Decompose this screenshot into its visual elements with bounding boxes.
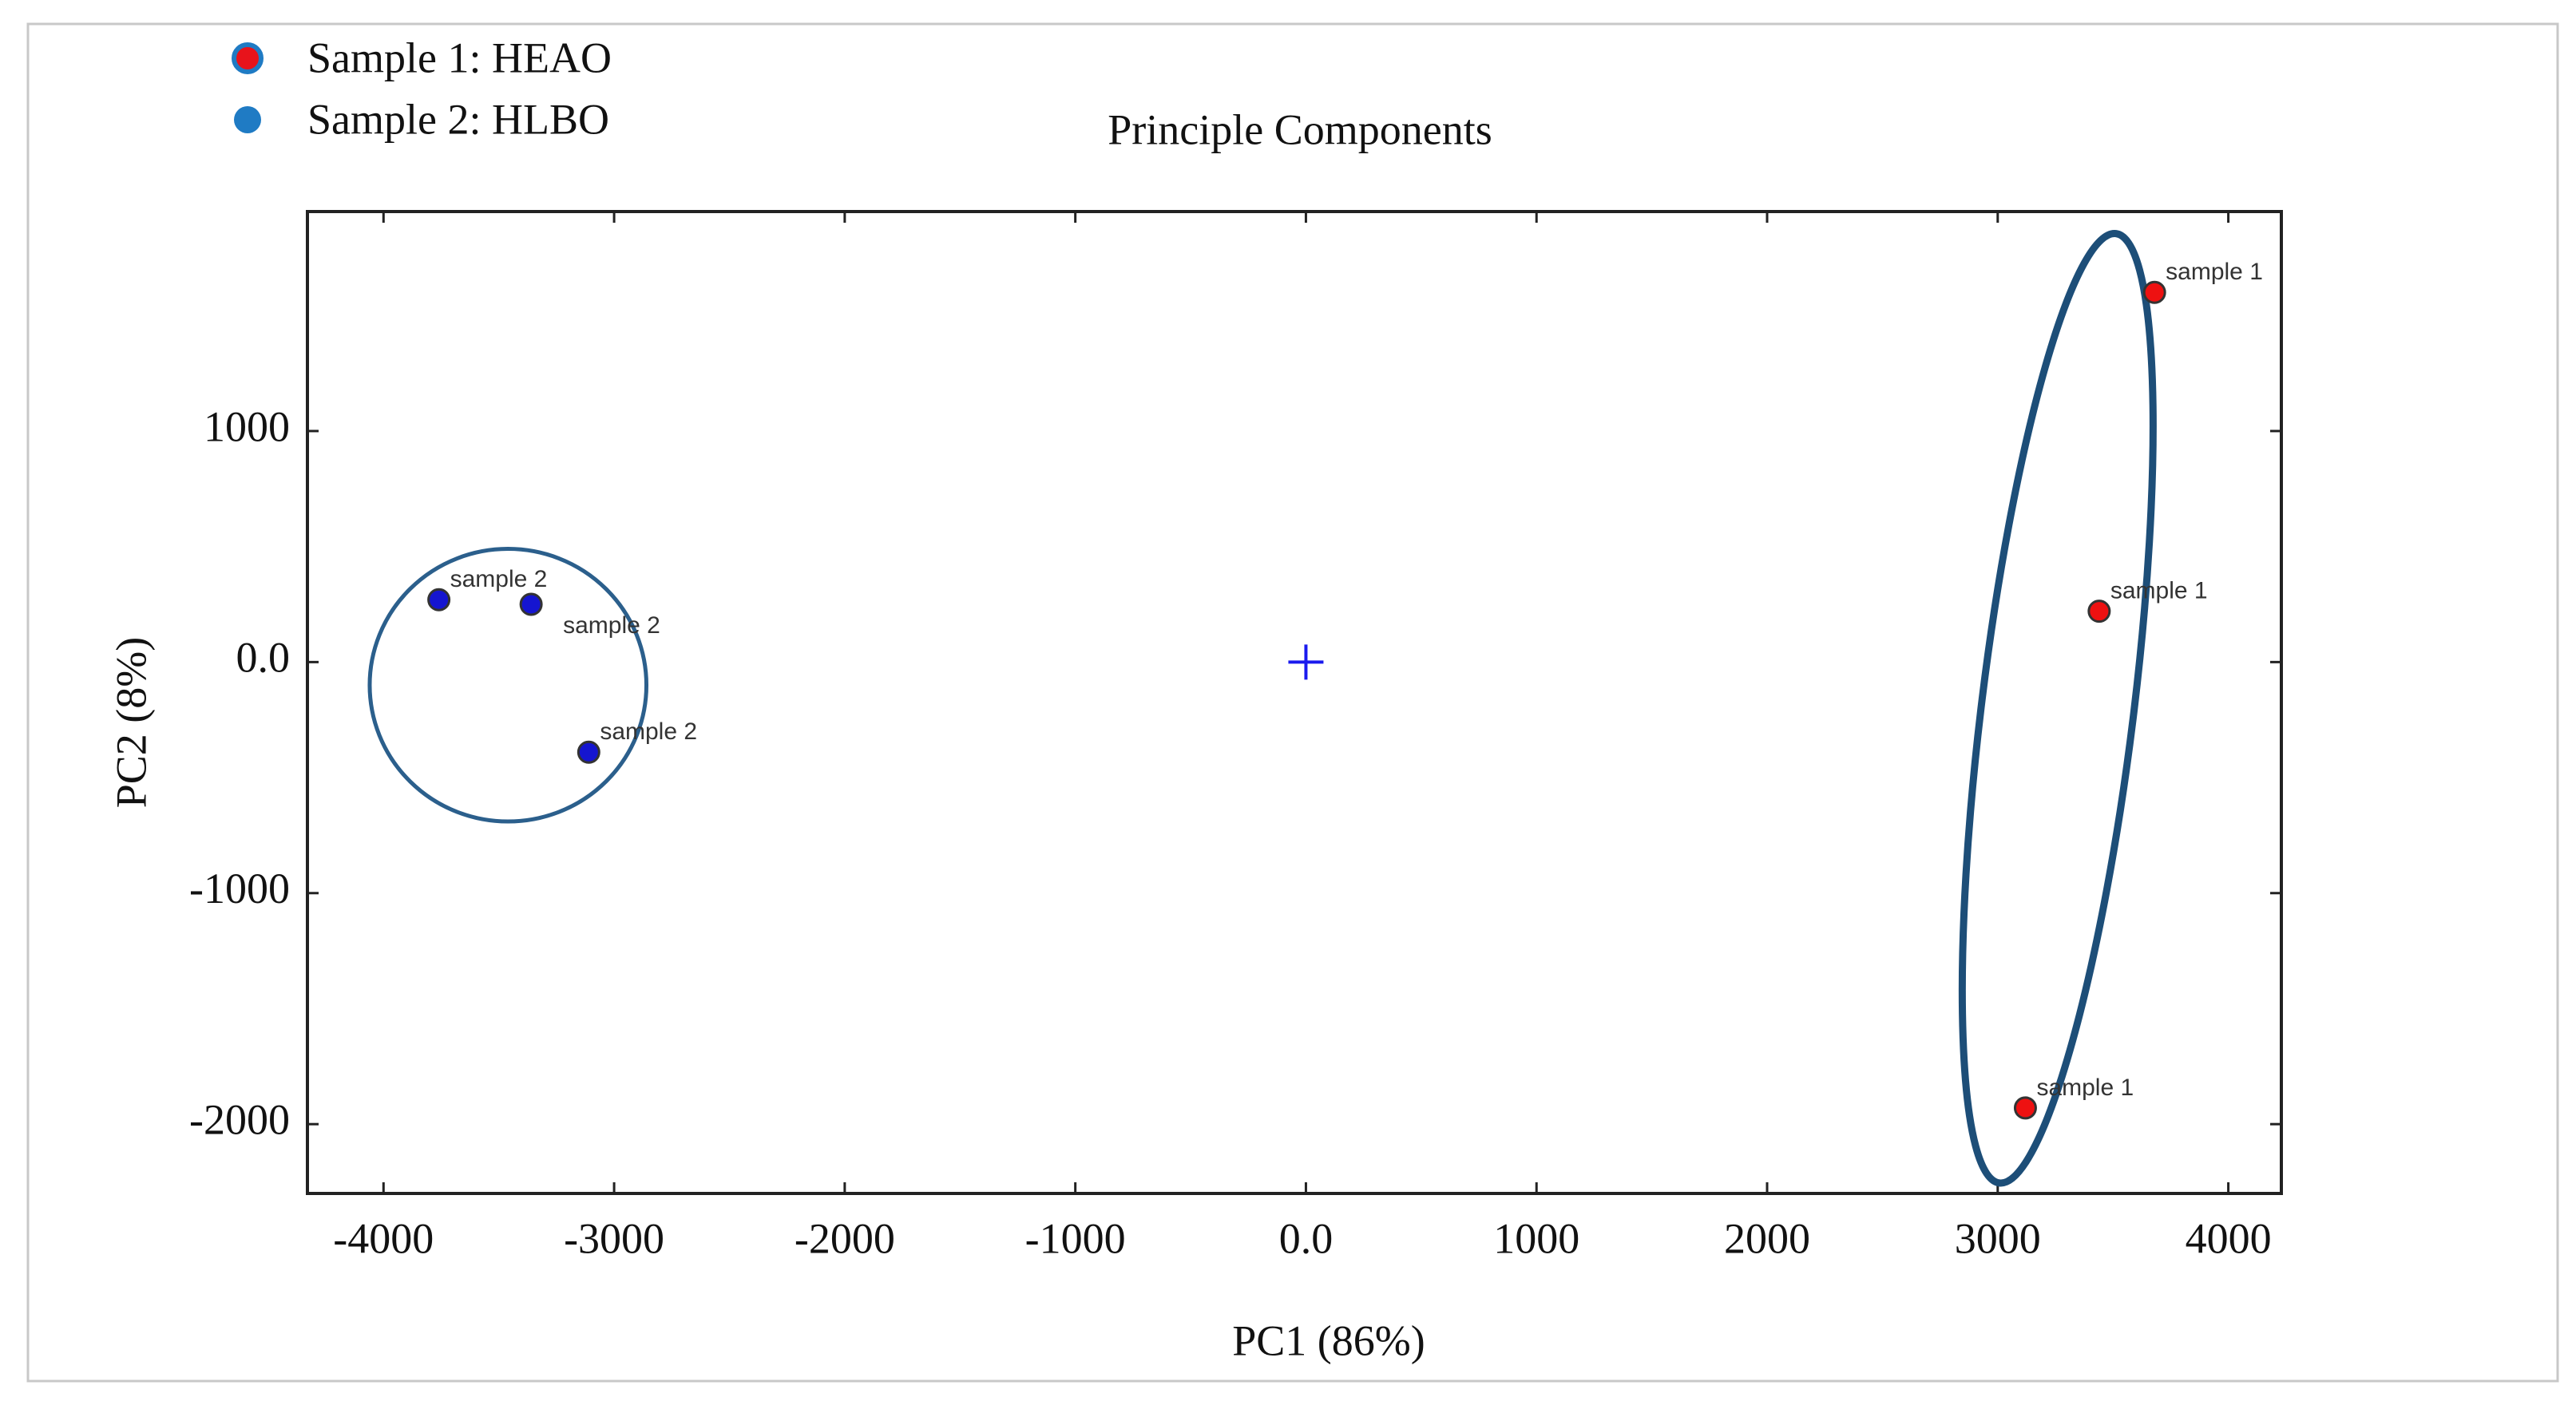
ellipse-series-1 [1958,230,2157,1187]
x-axis-label: PC1 (86%) [1232,1316,1425,1364]
x-tick-label: -3000 [564,1214,664,1262]
x-tick-label: 4000 [2186,1214,2272,1262]
y-axis-ticks: 1000 0.0 -1000 -2000 [189,402,2281,1144]
x-tick-label: 0.0 [1279,1214,1334,1262]
x-tick-label: 1000 [1493,1214,1579,1262]
data-point-series-2 [427,588,451,611]
data-point-label: sample 1 [2166,259,2263,285]
data-point-label: sample 2 [600,718,697,745]
confidence-ellipses [367,230,2157,1187]
data-point-label: sample 2 [563,612,660,639]
center-plus-marker [1288,644,1324,680]
x-axis-ticks: -4000 -3000 -2000 -1000 0.0 1000 2000 3000 4000 [333,212,2272,1262]
ellipse-series-2 [367,547,649,824]
data-point-series-1 [2013,1096,2037,1120]
y-tick-label: -2000 [189,1096,290,1144]
y-tick-label: 1000 [204,402,290,450]
legend: Sample 1: HEAO Sample 2: HLBO [232,34,612,143]
x-tick-label: -4000 [333,1214,434,1262]
x-tick-label: 3000 [1955,1214,2041,1262]
data-points: sample 1 sample 1 sample 1 sample 2 sample 2… [427,259,2263,1120]
y-tick-label: -1000 [189,865,290,912]
y-axis-label: PC2 (8%) [107,637,155,809]
x-tick-label: -1000 [1025,1214,1126,1262]
legend-marker-sample-2 [234,106,261,133]
x-tick-label: -2000 [795,1214,895,1262]
data-point-label: sample 1 [2036,1075,2134,1101]
data-point-label: sample 2 [450,566,548,592]
data-point-label: sample 1 [2110,578,2208,604]
legend-label-sample-2: Sample 2: HLBO [307,95,609,143]
data-point-series-2 [519,592,543,616]
data-point-series-1 [2087,600,2111,623]
plot-area [306,210,2283,1195]
legend-label-sample-1: Sample 1: HEAO [307,34,612,81]
data-point-series-2 [577,740,600,764]
y-tick-label: 0.0 [236,634,291,682]
legend-marker-sample-1 [232,42,264,74]
chart-title: Principle Components [1108,105,1492,153]
data-point-series-1 [2142,280,2166,304]
x-tick-label: 2000 [1724,1214,1810,1262]
